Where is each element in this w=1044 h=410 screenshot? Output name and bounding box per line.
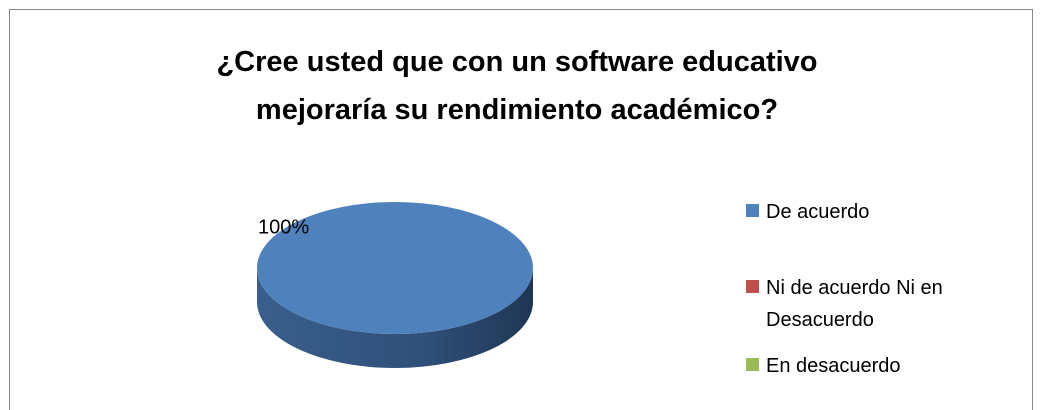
legend-label: En desacuerdo bbox=[766, 355, 901, 377]
chart-title: ¿Cree usted que con un software educativ… bbox=[216, 46, 818, 126]
chart-frame bbox=[9, 9, 1033, 410]
data-label: 100% bbox=[258, 216, 309, 238]
legend-label: Ni de acuerdo Ni en Desacuerdo bbox=[766, 277, 943, 331]
legend-swatch bbox=[746, 280, 759, 293]
legend-swatch bbox=[746, 358, 759, 371]
pie-side bbox=[257, 268, 533, 368]
legend-swatch bbox=[746, 204, 759, 217]
legend-label: De acuerdo bbox=[766, 201, 870, 223]
pie-slice bbox=[257, 202, 533, 334]
